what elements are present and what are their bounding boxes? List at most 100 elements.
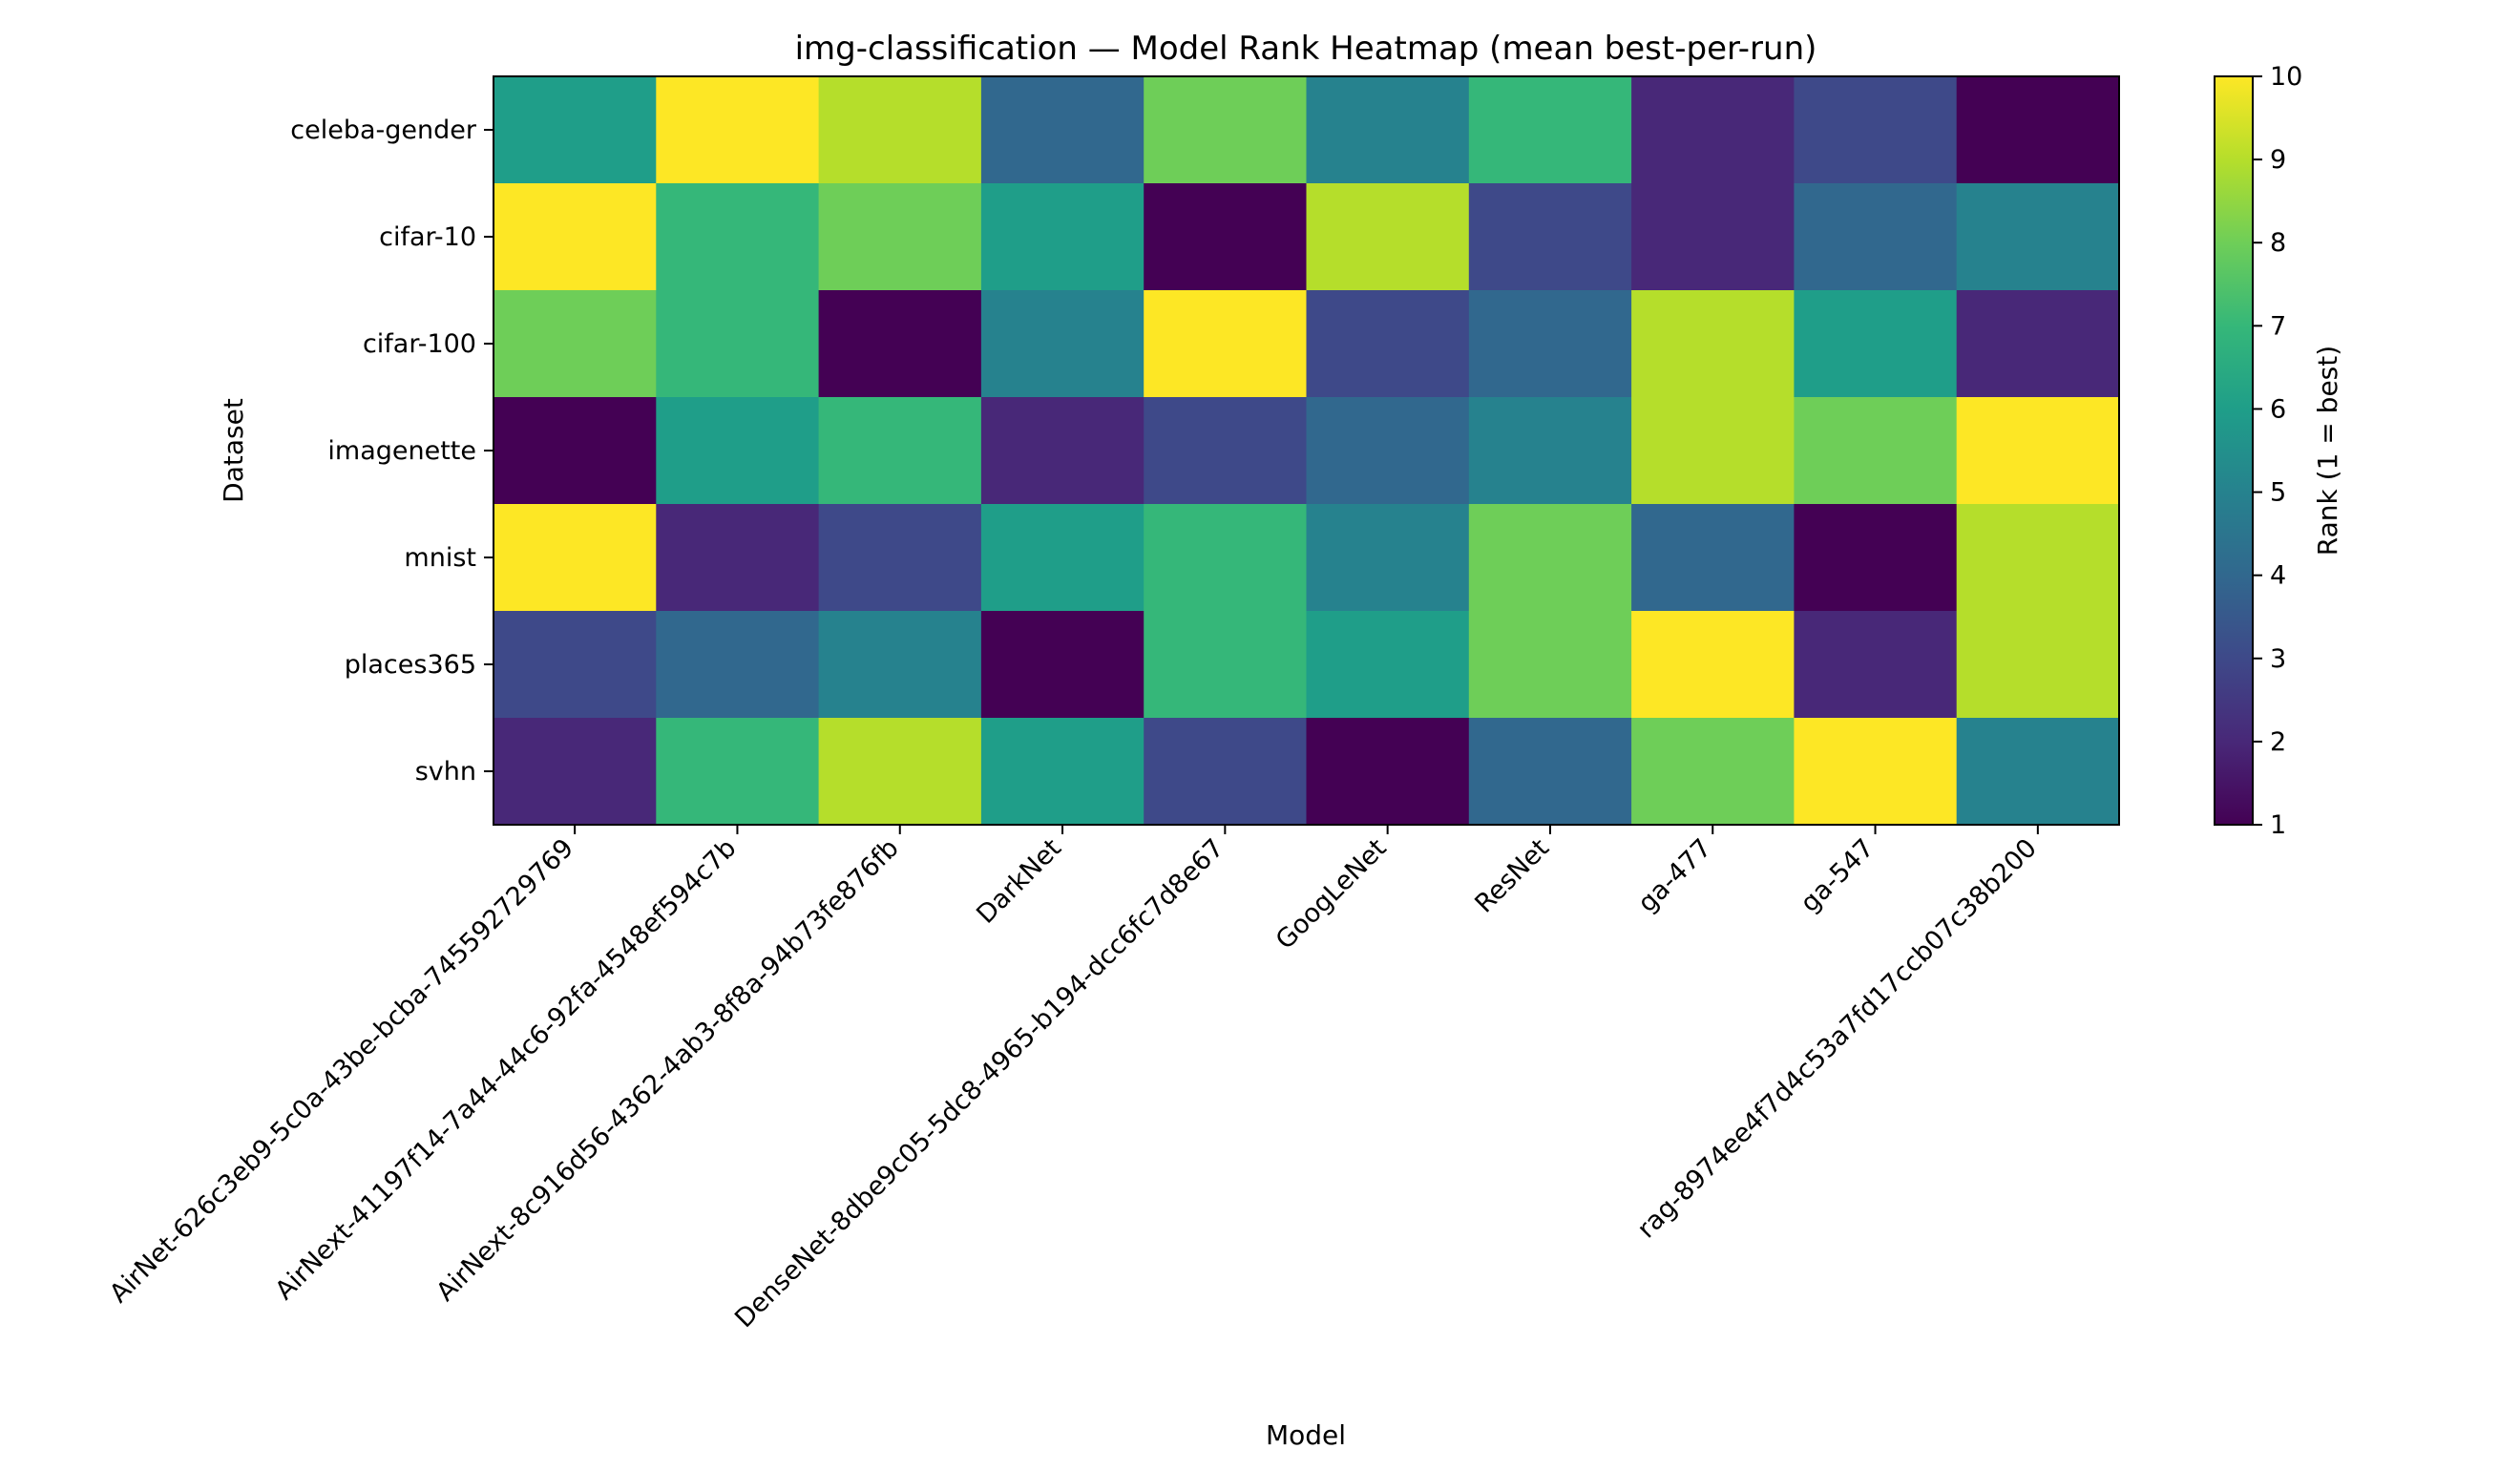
heatmap-cell: [1468, 718, 1632, 826]
heatmap-cell: [1794, 183, 1958, 291]
heatmap-cell: [980, 290, 1144, 398]
heatmap-cell: [818, 504, 982, 612]
heatmap-cell: [1468, 183, 1632, 291]
heatmap-cell: [1794, 718, 1958, 826]
heatmap-cell: [1306, 611, 1470, 719]
heatmap-cell: [1468, 290, 1632, 398]
heatmap-cell: [1468, 397, 1632, 505]
heatmap-cell: [656, 718, 820, 826]
heatmap-cell: [1631, 76, 1795, 184]
heatmap-cell: [1144, 183, 1308, 291]
heatmap-cell: [1306, 183, 1470, 291]
x-tick-label: GoogLeNet: [1270, 833, 1393, 956]
heatmap-cell: [494, 183, 657, 291]
colorbar: [2214, 75, 2254, 826]
heatmap-cell: [494, 290, 657, 398]
heatmap-cell: [818, 397, 982, 505]
heatmap-cell: [656, 397, 820, 505]
heatmap-cell: [818, 76, 982, 184]
heatmap-cell: [1144, 504, 1308, 612]
colorbar-tick-label: 9: [2270, 145, 2286, 175]
heatmap-cell: [1794, 76, 1958, 184]
heatmap-cells: [494, 76, 2120, 826]
heatmap-cell: [1794, 397, 1958, 505]
heatmap-cell: [1956, 76, 2120, 184]
y-tick-label: cifar-10: [379, 222, 476, 252]
heatmap-cell: [494, 718, 657, 826]
heatmap-cell: [1631, 504, 1795, 612]
heatmap-cell: [1468, 76, 1632, 184]
colorbar-tick-label: 3: [2270, 644, 2286, 674]
heatmap-cell: [818, 290, 982, 398]
heatmap-cell: [1956, 718, 2120, 826]
y-axis-title: Dataset: [218, 398, 249, 503]
y-tick-label: places365: [345, 650, 476, 680]
colorbar-tick-label: 8: [2270, 228, 2286, 258]
y-tick-label: mnist: [404, 543, 476, 573]
heatmap-cell: [1631, 611, 1795, 719]
heatmap-cell: [1306, 76, 1470, 184]
y-axis-ticks: celeba-gender cifar-10 cifar-100 imagenette…: [290, 116, 494, 787]
heatmap-cell: [494, 397, 657, 505]
heatmap-cell: [656, 504, 820, 612]
heatmap-cell: [1306, 504, 1470, 612]
colorbar-title: Rank (1 = best): [2312, 346, 2343, 556]
heatmap-cell: [980, 504, 1144, 612]
heatmap-cell: [1956, 611, 2120, 719]
colorbar-ticks: 1 2 3 4 5 6 7 8 9 10: [2253, 62, 2302, 840]
x-tick-label: ga-477: [1632, 833, 1717, 918]
x-tick-label: DarkNet: [971, 833, 1067, 930]
heatmap-cell: [656, 183, 820, 291]
heatmap-cell: [1468, 504, 1632, 612]
colorbar-tick-label: 2: [2270, 727, 2286, 757]
heatmap-cell: [1144, 611, 1308, 719]
colorbar-tick-label: 10: [2270, 62, 2302, 92]
heatmap-cell: [1956, 397, 2120, 505]
heatmap-cell: [1306, 290, 1470, 398]
y-tick-label: imagenette: [327, 436, 476, 466]
heatmap-cell: [1631, 718, 1795, 826]
heatmap-cell: [656, 76, 820, 184]
heatmap-cell: [980, 183, 1144, 291]
colorbar-tick-label: 5: [2270, 478, 2286, 508]
x-axis-title: Model: [1266, 1419, 1346, 1451]
heatmap-cell: [1794, 504, 1958, 612]
colorbar-tick-label: 6: [2270, 394, 2286, 424]
y-tick-label: svhn: [415, 757, 476, 787]
heatmap-cell: [1794, 290, 1958, 398]
x-tick-label: ga-547: [1795, 833, 1880, 918]
heatmap-cell: [1631, 183, 1795, 291]
heatmap-cell: [494, 504, 657, 612]
heatmap-cell: [1956, 290, 2120, 398]
colorbar-tick-label: 1: [2270, 810, 2286, 840]
heatmap-cell: [1144, 397, 1308, 505]
heatmap-cell: [980, 611, 1144, 719]
heatmap-cell: [494, 76, 657, 184]
heatmap-cell: [818, 611, 982, 719]
heatmap-cell: [818, 183, 982, 291]
x-axis-ticks: AirNet-626c3eb9-5c0a-43be-bcba-745592729…: [104, 825, 2043, 1334]
heatmap-cell: [1306, 397, 1470, 505]
heatmap-cell: [1631, 397, 1795, 505]
heatmap-cell: [656, 611, 820, 719]
heatmap-cell: [1144, 76, 1308, 184]
heatmap-cell: [1631, 290, 1795, 398]
heatmap-cell: [656, 290, 820, 398]
heatmap-cell: [818, 718, 982, 826]
y-tick-label: cifar-100: [363, 329, 476, 359]
heatmap-cell: [1956, 504, 2120, 612]
heatmap-cell: [1306, 718, 1470, 826]
x-tick-label: ResNet: [1469, 833, 1555, 919]
heatmap-cell: [1144, 290, 1308, 398]
heatmap-cell: [1794, 611, 1958, 719]
heatmap-cell: [1956, 183, 2120, 291]
heatmap-cell: [1468, 611, 1632, 719]
heatmap-cell: [980, 397, 1144, 505]
colorbar-tick-label: 4: [2270, 561, 2286, 591]
chart-title: img-classification — Model Rank Heatmap …: [795, 30, 1817, 68]
heatmap-cell: [980, 718, 1144, 826]
colorbar-tick-label: 7: [2270, 311, 2286, 341]
heatmap-cell: [494, 611, 657, 719]
